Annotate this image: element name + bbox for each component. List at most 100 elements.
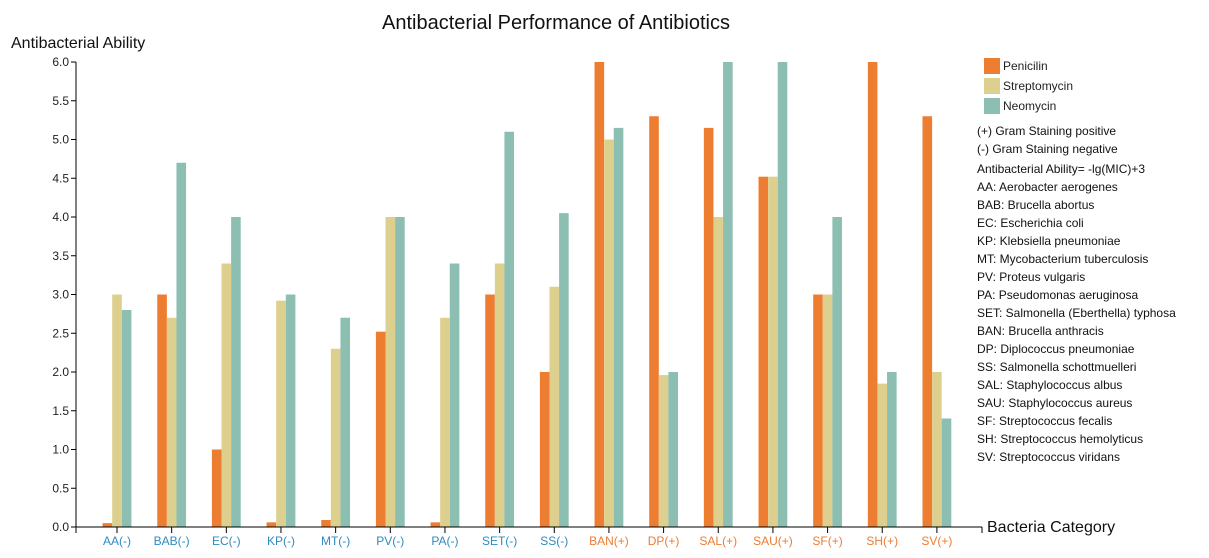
- bar-penicilin-sau: [758, 176, 769, 527]
- y-tick-label: 1.0: [52, 443, 69, 457]
- bar-streptomycin-sv: [932, 372, 942, 527]
- x-tick-label: AA(-): [103, 534, 131, 548]
- abbreviation-item: MT: Mycobacterium tuberculosis: [977, 252, 1148, 266]
- bar-streptomycin-ban: [604, 139, 614, 527]
- y-tick-label: 3.5: [52, 249, 69, 263]
- bar-penicilin-ban: [594, 62, 605, 527]
- bar-neomycin-ec: [231, 217, 241, 527]
- legend-label-streptomycin: Streptomycin: [1003, 79, 1073, 93]
- formula-note: Antibacterial Ability= -lg(MIC)+3: [977, 162, 1145, 176]
- bar-penicilin-set: [485, 294, 495, 527]
- bar-neomycin-ss: [559, 213, 569, 527]
- legend: Penicilin Streptomycin Neomycin: [984, 58, 1073, 114]
- gram-negative-note: (-) Gram Staining negative: [977, 142, 1118, 156]
- abbreviation-item: SF: Streptococcus fecalis: [977, 414, 1112, 428]
- y-tick-label: 2.5: [52, 326, 69, 340]
- bar-penicilin-sf: [813, 294, 823, 527]
- x-tick-label: PV(-): [376, 534, 404, 548]
- x-tick-label: PA(-): [431, 534, 458, 548]
- y-tick-label: 4.5: [52, 171, 69, 185]
- x-tick-label: SET(-): [482, 534, 517, 548]
- bar-streptomycin-sal: [713, 217, 724, 527]
- bar-neomycin-aa: [121, 310, 132, 527]
- bar-penicilin-pa: [430, 522, 441, 527]
- bar-penicilin-ss: [539, 372, 550, 527]
- x-tick-label: KP(-): [267, 534, 295, 548]
- bars-layer: [102, 62, 952, 528]
- bar-penicilin-mt: [321, 520, 331, 527]
- x-tick-label: MT(-): [321, 534, 350, 548]
- abbreviation-item: PA: Pseudomonas aeruginosa: [977, 288, 1139, 302]
- bar-penicilin-sv: [922, 116, 933, 527]
- x-tick-label: BAN(+): [589, 534, 629, 548]
- x-tick-label: SAU(+): [753, 534, 793, 548]
- bar-penicilin-ec: [211, 449, 222, 527]
- x-tick-label: SH(+): [866, 534, 898, 548]
- bar-neomycin-sv: [941, 418, 952, 527]
- y-tick-label: 6.0: [52, 55, 69, 69]
- bar-neomycin-sf: [832, 217, 842, 527]
- abbreviation-item: PV: Proteus vulgaris: [977, 270, 1085, 284]
- bar-penicilin-pv: [375, 331, 386, 527]
- bar-streptomycin-ss: [549, 286, 560, 527]
- bar-neomycin-sal: [723, 62, 733, 527]
- bar-penicilin-kp: [266, 522, 277, 527]
- y-tick-label: 3.0: [52, 288, 69, 302]
- bar-neomycin-sh: [887, 372, 897, 527]
- bar-streptomycin-aa: [112, 294, 122, 527]
- bar-neomycin-pa: [449, 263, 460, 527]
- abbreviation-item: EC: Escherichia coli: [977, 216, 1084, 230]
- bar-neomycin-kp: [285, 294, 296, 527]
- abbreviation-item: SAU: Staphylococcus aureus: [977, 396, 1132, 410]
- abbreviation-item: DP: Diplococcus pneumoniae: [977, 342, 1135, 356]
- bar-streptomycin-sau: [768, 176, 778, 527]
- abbreviation-item: SET: Salmonella (Eberthella) typhosa: [977, 306, 1176, 320]
- abbreviation-item: SS: Salmonella schottmuelleri: [977, 360, 1136, 374]
- axes-layer: 0.0 0.5 1.0 1.5 2.0 2.5 3.0 3.5 4.0 4.5 5.0 5.5 6.0 A…: [52, 55, 983, 548]
- y-tick-label: 4.0: [52, 210, 69, 224]
- legend-label-penicilin: Penicilin: [1003, 59, 1048, 73]
- y-tick-label: 0.5: [52, 481, 69, 495]
- y-axis-title: Antibacterial Ability: [11, 35, 145, 52]
- bar-neomycin-set: [504, 131, 515, 527]
- chart-title: Antibacterial Performance of Antibiotics: [382, 12, 730, 34]
- y-tick-label: 0.0: [52, 520, 69, 534]
- x-axis-title: Bacteria Category: [987, 519, 1115, 536]
- bar-penicilin-sh: [867, 62, 878, 527]
- bar-penicilin-bab: [157, 294, 167, 527]
- bar-neomycin-pv: [395, 217, 405, 527]
- bar-streptomycin-pv: [385, 217, 396, 527]
- bar-streptomycin-set: [494, 263, 505, 527]
- bar-streptomycin-bab: [166, 317, 177, 527]
- bar-neomycin-mt: [340, 317, 351, 527]
- bar-neomycin-dp: [668, 372, 678, 527]
- bar-neomycin-bab: [176, 162, 187, 527]
- gram-positive-note: (+) Gram Staining positive: [977, 124, 1116, 138]
- abbreviation-item: KP: Klebsiella pneumoniae: [977, 234, 1121, 248]
- bar-penicilin-sal: [703, 127, 714, 528]
- legend-swatch-neomycin: [984, 98, 1000, 114]
- x-tick-label: SV(+): [921, 534, 952, 548]
- bar-neomycin-sau: [777, 62, 788, 527]
- x-tick-label: EC(-): [212, 534, 241, 548]
- legend-label-neomycin: Neomycin: [1003, 99, 1056, 113]
- abbreviation-item: AA: Aerobacter aerogenes: [977, 180, 1118, 194]
- x-tick-label: SS(-): [540, 534, 568, 548]
- y-tick-label: 5.5: [52, 94, 69, 108]
- bar-streptomycin-mt: [330, 348, 341, 527]
- x-tick-label: SAL(+): [699, 534, 737, 548]
- bar-penicilin-aa: [102, 523, 113, 528]
- bar-streptomycin-sf: [822, 294, 833, 527]
- y-tick-label: 5.0: [52, 133, 69, 147]
- bar-streptomycin-kp: [276, 300, 286, 527]
- y-tick-label: 2.0: [52, 365, 69, 379]
- legend-swatch-penicilin: [984, 58, 1000, 74]
- x-tick-label: SF(+): [812, 534, 842, 548]
- x-tick-label: BAB(-): [154, 534, 190, 548]
- abbreviation-item: BAN: Brucella anthracis: [977, 324, 1104, 338]
- bar-penicilin-dp: [649, 116, 659, 527]
- bar-streptomycin-ec: [221, 263, 232, 527]
- bar-neomycin-ban: [613, 127, 624, 528]
- notes-panel: (+) Gram Staining positive (-) Gram Stai…: [977, 124, 1176, 464]
